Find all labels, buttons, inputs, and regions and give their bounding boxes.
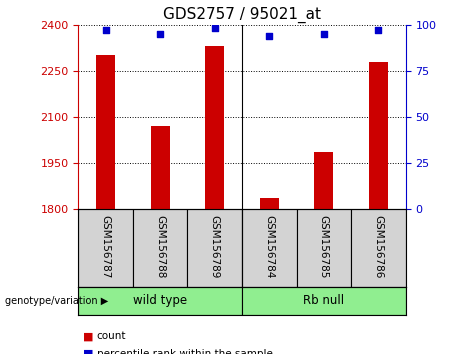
Bar — [96, 56, 115, 209]
Text: GSM156789: GSM156789 — [210, 215, 220, 279]
Text: percentile rank within the sample: percentile rank within the sample — [97, 349, 273, 354]
Text: GSM156784: GSM156784 — [264, 215, 274, 279]
Text: ■: ■ — [83, 331, 94, 341]
Bar — [242, 209, 296, 287]
Title: GDS2757 / 95021_at: GDS2757 / 95021_at — [163, 7, 321, 23]
Bar — [78, 209, 133, 287]
Point — [157, 31, 164, 37]
Text: wild type: wild type — [133, 295, 187, 307]
Text: ■: ■ — [83, 349, 94, 354]
Text: count: count — [97, 331, 126, 341]
Bar — [78, 287, 242, 315]
Bar — [260, 198, 279, 209]
Text: genotype/variation ▶: genotype/variation ▶ — [5, 296, 108, 306]
Bar — [242, 287, 406, 315]
Bar — [133, 209, 188, 287]
Point — [211, 25, 219, 31]
Text: Rb null: Rb null — [303, 295, 344, 307]
Text: GSM156785: GSM156785 — [319, 215, 329, 279]
Bar — [151, 126, 170, 209]
Point — [375, 28, 382, 33]
Text: GSM156786: GSM156786 — [373, 215, 384, 279]
Text: GSM156788: GSM156788 — [155, 215, 165, 279]
Bar — [314, 152, 333, 209]
Point — [320, 31, 327, 37]
Bar — [369, 62, 388, 209]
Text: GSM156787: GSM156787 — [100, 215, 111, 279]
Point — [266, 33, 273, 39]
Bar — [188, 209, 242, 287]
Bar — [296, 209, 351, 287]
Point — [102, 28, 109, 33]
Bar — [205, 46, 225, 209]
Bar — [351, 209, 406, 287]
